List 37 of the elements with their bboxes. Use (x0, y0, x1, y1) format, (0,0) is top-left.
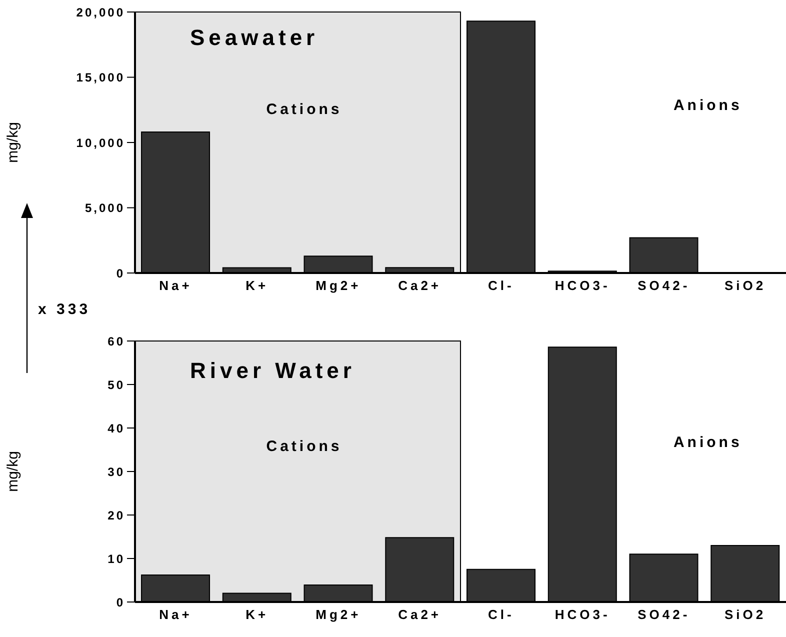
y-tick-label: 10 (108, 552, 125, 566)
y-tick-label: 10,000 (76, 136, 125, 150)
annotation: Anions (672, 434, 744, 451)
annotation: Cations (265, 101, 344, 118)
text: River Water (190, 358, 356, 384)
y-tick-label: 30 (108, 464, 125, 479)
y-tick-label: 40 (108, 421, 125, 436)
x-tick-label: Mg2+ (316, 607, 362, 622)
y-tick-label: 5,000 (84, 201, 125, 216)
y-tick-label: 20 (108, 508, 125, 522)
annotation: Cations (265, 438, 344, 455)
y-tick-label: 20,000 (76, 5, 125, 20)
x-tick-label: K+ (246, 607, 269, 622)
y-tick-label: 15,000 (76, 70, 125, 85)
y-axis-title: mg/kg (4, 122, 22, 163)
x-tick-label: Cl- (488, 607, 514, 622)
x-tick-label: SiO2 (724, 607, 766, 622)
y-tick-label: 60 (108, 334, 125, 348)
x-tick-label: HCO3- (554, 607, 610, 622)
y-tick-label: 0 (116, 266, 125, 280)
y-tick-label: 50 (108, 378, 125, 392)
x-tick-label: Cl- (488, 278, 514, 294)
text: Seawater (190, 25, 319, 51)
x-tick-label: K+ (246, 278, 269, 294)
x-tick-label: Na+ (159, 278, 192, 294)
annotation: Anions (672, 97, 744, 114)
x-tick-label: Mg2+ (316, 278, 362, 294)
x-tick-label: Ca2+ (398, 607, 442, 622)
y-axis-title: mg/kg (4, 451, 22, 492)
x-tick-label: SO42- (638, 278, 690, 294)
x-tick-label: SO42- (638, 607, 690, 622)
x-tick-label: SiO2 (724, 278, 766, 294)
x-tick-label: HCO3- (554, 278, 610, 294)
x-tick-label: Ca2+ (398, 278, 442, 294)
y-tick-label: 0 (116, 595, 125, 610)
text: x 333 (38, 301, 91, 318)
x-tick-label: Na+ (159, 607, 192, 622)
